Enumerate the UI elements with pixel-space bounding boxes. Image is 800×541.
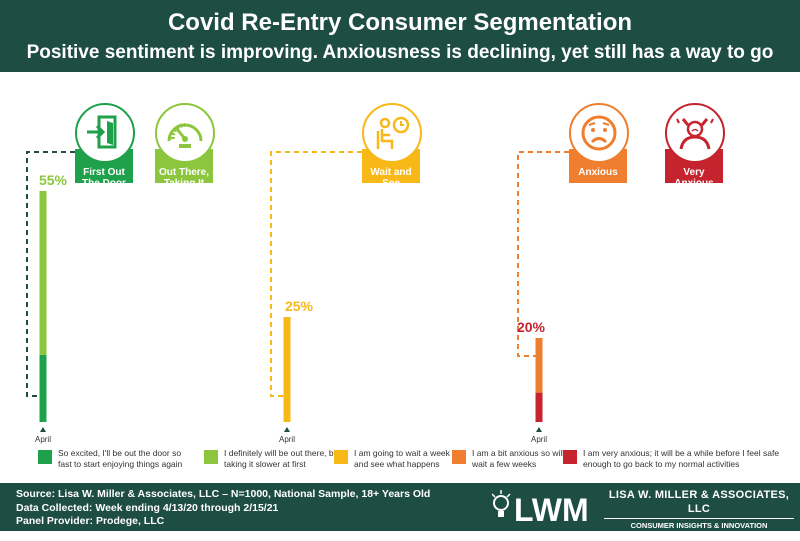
badge-very-anxious: Very Anxious — [665, 103, 725, 189]
bar-segment — [535, 338, 543, 393]
legend-swatch — [452, 450, 466, 464]
company-name: LISA W. MILLER & ASSOCIATES, LLC — [608, 489, 790, 515]
lwm-logo: LWM — [492, 490, 588, 525]
legend-text: I am very anxious; it will be a while be… — [583, 448, 780, 469]
source-line: Source: Lisa W. Miller & Associates, LLC… — [16, 488, 431, 500]
badge-first-out-the-door: First Out The Door — [75, 103, 135, 189]
x-tick-label: April — [35, 435, 51, 444]
bar-segment — [535, 392, 543, 422]
bar-segment — [283, 317, 291, 422]
bar-segment — [39, 354, 47, 422]
badge-anxious: Anxious — [569, 103, 629, 183]
x-tick-label: April — [531, 435, 547, 444]
legend-text: I am going to wait a week and see what h… — [354, 448, 450, 469]
legend-text: I definitely will be out there, but taki… — [224, 448, 341, 469]
legend-swatch — [563, 450, 577, 464]
page-subtitle: Positive sentiment is improving. Anxious… — [26, 42, 774, 63]
axis-marker-triangle — [536, 427, 542, 432]
page-title: Covid Re-Entry Consumer Segmentation — [167, 9, 633, 36]
segmentation-chart: 55% April 25% April 20% April — [26, 151, 569, 444]
company-tagline-2: STRATEGIST | STORYTELLER — [645, 531, 753, 540]
data-collected-line: Data Collected: Week ending 4/13/20 thro… — [16, 501, 279, 514]
company-block: LISA W. MILLER & ASSOCIATES, LLC CONSUME… — [604, 488, 794, 541]
bar-value-label: 25% — [285, 298, 314, 314]
badge-out-there-taking-it-slow: Out There, Taking It Slow — [155, 103, 215, 200]
bar-value-label: 20% — [517, 319, 546, 335]
legend-text: I am a bit anxious so will wait a few we… — [472, 448, 565, 469]
header-banner: Covid Re-Entry Consumer Segmentation Pos… — [0, 0, 800, 72]
company-tagline: CONSUMER INSIGHTS & INNOVATION — [604, 518, 794, 531]
badge-wait-and-see: Wait and See — [362, 103, 422, 189]
bar-value-label: 55% — [39, 172, 68, 188]
exit-door-icon — [87, 115, 117, 149]
connector-dashed-line — [517, 151, 569, 357]
legend-swatch — [204, 450, 218, 464]
worried-face-icon — [581, 115, 617, 151]
footer-banner: Source: Lisa W. Miller & Associates, LLC… — [0, 483, 800, 531]
axis-marker-triangle — [284, 427, 290, 432]
waiting-person-clock-icon — [376, 116, 410, 149]
x-tick-label: April — [279, 435, 295, 444]
legend-swatch — [38, 450, 52, 464]
connector-dashed-line — [26, 151, 75, 397]
legend-swatch — [334, 450, 348, 464]
logo-text: LWM — [514, 492, 588, 525]
source-notes: Source: Lisa W. Miller & Associates, LLC… — [16, 488, 430, 529]
axis-marker-triangle — [40, 427, 46, 432]
connector-dashed-line — [270, 151, 362, 397]
stressed-person-icon — [676, 118, 714, 150]
panel-provider-line: Panel Provider: Prodege, LLC — [16, 515, 165, 527]
bar-segment — [39, 191, 47, 355]
speedometer-icon — [167, 122, 203, 148]
legend-text: So excited, I'll be out the door so fast… — [58, 448, 183, 469]
